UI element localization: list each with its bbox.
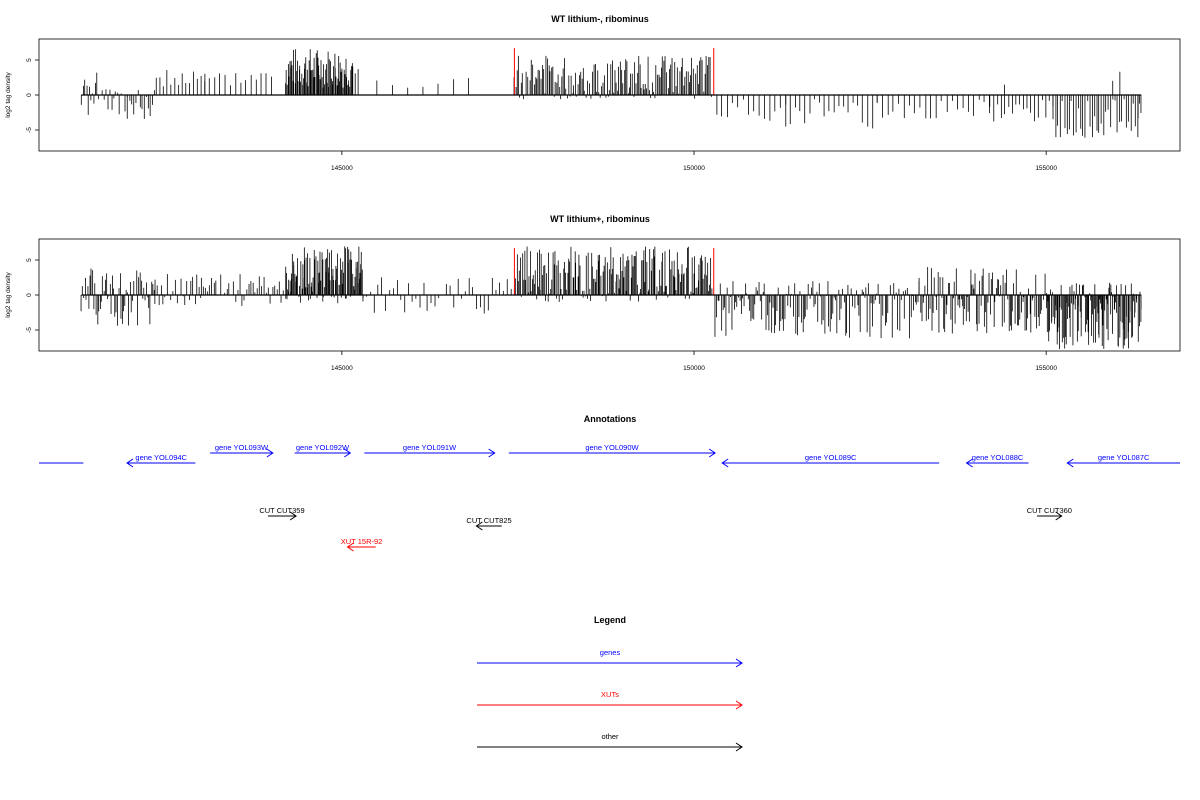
gene-arrowhead: [1066, 458, 1074, 468]
legend-arrowhead: [735, 658, 743, 668]
y-axis-label: log2 tag density: [5, 271, 12, 317]
cut-arrowhead: [1055, 511, 1063, 521]
gene-label: gene YOL092W: [296, 443, 350, 452]
gene-arrowhead: [721, 458, 729, 468]
legend-panel: Legend genes XUTs other: [477, 615, 743, 752]
x-tick-label: 150000: [683, 365, 705, 372]
bar-series: [80, 49, 1142, 138]
legend-arrowhead: [735, 742, 743, 752]
xut-arrowhead: [346, 542, 354, 552]
chart-title: WT lithium-, ribominus: [551, 14, 649, 24]
gene-label: gene YOL087C: [1098, 453, 1150, 462]
legend-label-xuts: XUTs: [601, 690, 619, 699]
gene-label: gene YOL091W: [403, 443, 457, 452]
x-tick-label: 150000: [683, 165, 705, 172]
gene-arrowhead: [266, 448, 274, 458]
y-tick-label: 0: [26, 293, 33, 297]
cut-arrowhead: [475, 521, 483, 531]
y-tick-label: 5: [26, 58, 33, 62]
x-tick-label: 155000: [1035, 165, 1057, 172]
gene-arrowhead: [344, 448, 352, 458]
x-tick-label: 145000: [331, 165, 353, 172]
gene-label: gene YOL093W: [215, 443, 269, 452]
track-panel-lithium-plus: WT lithium+, ribominus log2 tag density -5…: [5, 214, 1181, 372]
cut-label: CUT CUT359: [259, 506, 304, 515]
annotations-panel: Annotations gene YOL094C gene YOL093W gene …: [39, 414, 1180, 552]
y-tick-label: -5: [26, 327, 33, 333]
gene-label: gene YOL090W: [585, 443, 639, 452]
gene-label: gene YOL094C: [135, 453, 187, 462]
gene-label: gene YOL089C: [805, 453, 857, 462]
gene-arrowhead: [488, 448, 496, 458]
x-tick-label: 155000: [1035, 365, 1057, 372]
track-panel-lithium-minus: WT lithium-, ribominus log2 tag density -5…: [5, 14, 1181, 172]
gene-label: gene YOL088C: [972, 453, 1024, 462]
gene-arrowhead: [708, 448, 717, 458]
annotations-title: Annotations: [584, 414, 637, 424]
y-axis-label: log2 tag density: [5, 71, 12, 117]
gene-arrowhead: [965, 458, 973, 468]
bar-series: [80, 246, 1142, 350]
gene-arrowhead: [126, 458, 134, 468]
cut-arrowhead: [289, 511, 297, 521]
y-tick-label: 0: [26, 93, 33, 97]
legend-label-genes: genes: [600, 648, 621, 657]
legend-label-other: other: [601, 732, 619, 741]
cut-label: CUT CUT360: [1027, 506, 1072, 515]
xut-label: XUT 15R-92: [341, 537, 383, 546]
legend-arrowhead: [735, 700, 743, 710]
chart-title: WT lithium+, ribominus: [550, 214, 650, 224]
legend-title: Legend: [594, 615, 626, 625]
y-tick-label: 5: [26, 258, 33, 262]
cut-label: CUT CUT825: [466, 516, 511, 525]
x-tick-label: 145000: [331, 365, 353, 372]
y-tick-label: -5: [26, 127, 33, 133]
